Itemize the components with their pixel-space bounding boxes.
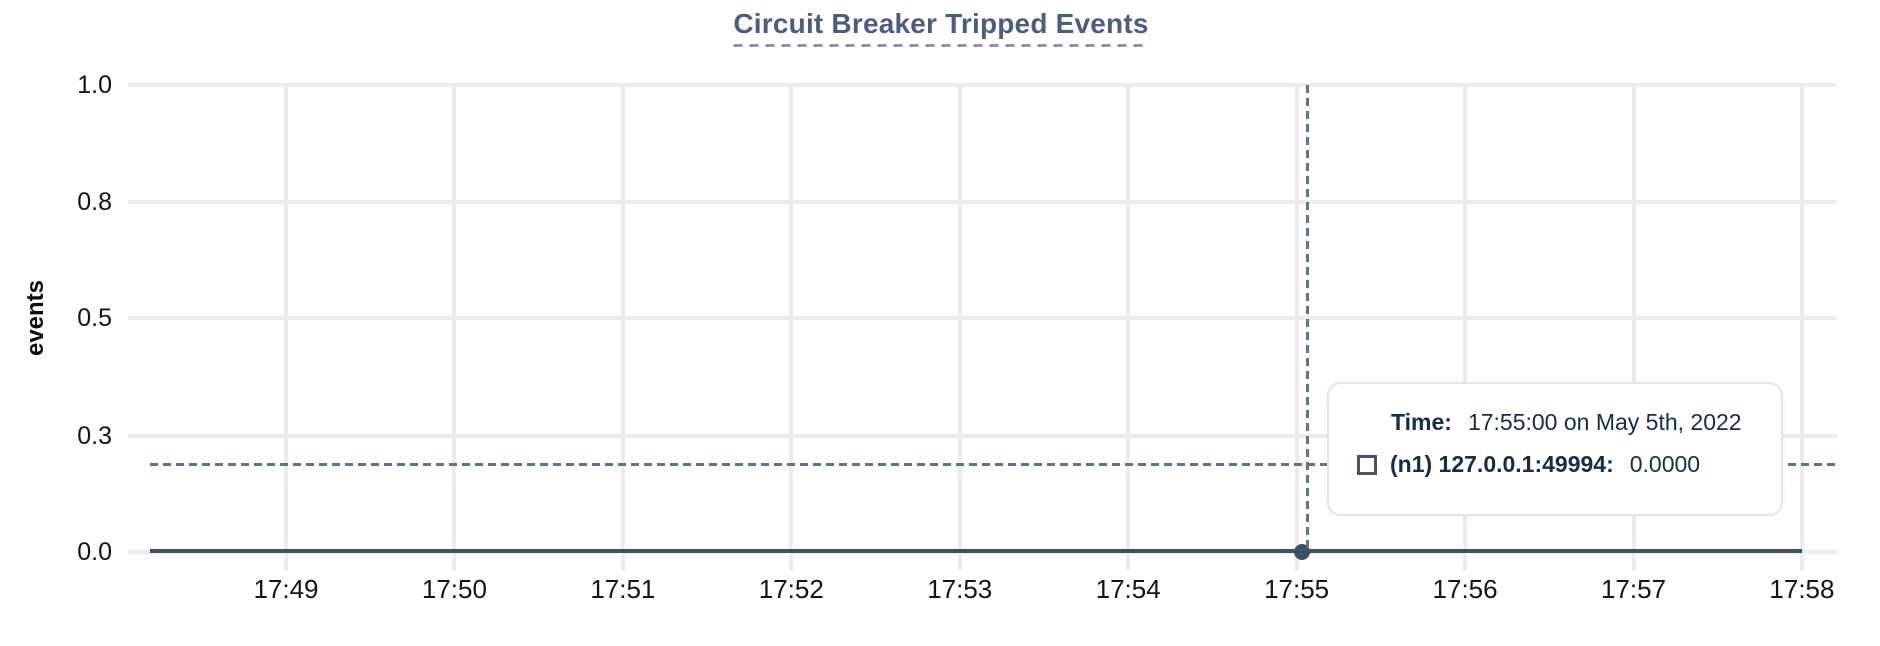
v-gridline [452, 85, 457, 571]
tooltip: Time: 17:55:00 on May 5th, 2022 (n1) 127… [1327, 382, 1783, 516]
y-tick-label: 1.0 [77, 71, 112, 99]
v-gridline [1463, 85, 1468, 571]
v-gridline [1126, 85, 1131, 571]
x-tick-label: 17:50 [421, 574, 487, 604]
x-tick-label: 17:49 [253, 574, 319, 604]
y-tick-label: 0.8 [77, 188, 112, 216]
x-tick-label: 17:58 [1769, 574, 1835, 604]
y-tick-label: 0.3 [77, 422, 112, 450]
v-gridline [789, 85, 794, 571]
crosshair-vertical-line [1306, 85, 1309, 553]
y-tick-label: 0.5 [77, 304, 112, 332]
x-tick-label: 17:53 [927, 574, 993, 604]
chart-title[interactable]: Circuit Breaker Tripped Events [733, 8, 1148, 47]
v-gridline [1799, 85, 1804, 571]
tooltip-series-row: (n1) 127.0.0.1:49994: 0.0000 [1357, 451, 1781, 478]
h-gridline [128, 316, 1837, 320]
tooltip-series-label: (n1) 127.0.0.1:49994: [1390, 451, 1614, 477]
x-tick-label: 17:51 [590, 574, 656, 604]
tooltip-time-label: Time: [1391, 409, 1452, 435]
h-gridline [128, 434, 1837, 438]
series-line [150, 549, 1802, 553]
x-tick-label: 17:57 [1600, 574, 1667, 604]
crosshair-horizontal-line [150, 463, 1837, 466]
x-tick-label: 17:52 [758, 574, 824, 604]
v-gridline [284, 85, 288, 571]
v-gridline [1294, 85, 1299, 571]
tooltip-series-value: 0.0000 [1629, 451, 1701, 477]
tooltip-time-value: 17:55:00 on May 5th, 2022 [1467, 409, 1742, 435]
x-tick-label: 17:56 [1432, 574, 1498, 604]
v-gridline [620, 85, 625, 571]
h-gridline [128, 83, 1837, 87]
y-tick-label: 0.0 [77, 538, 112, 566]
legend-square-icon [1357, 454, 1377, 475]
tooltip-time-row: Time: 17:55:00 on May 5th, 2022 [1391, 409, 1781, 436]
v-gridline [957, 85, 962, 571]
x-tick-label: 17:54 [1095, 574, 1161, 604]
v-gridline [1631, 85, 1636, 571]
h-gridline [128, 200, 1837, 204]
x-tick-label: 17:55 [1264, 574, 1330, 604]
